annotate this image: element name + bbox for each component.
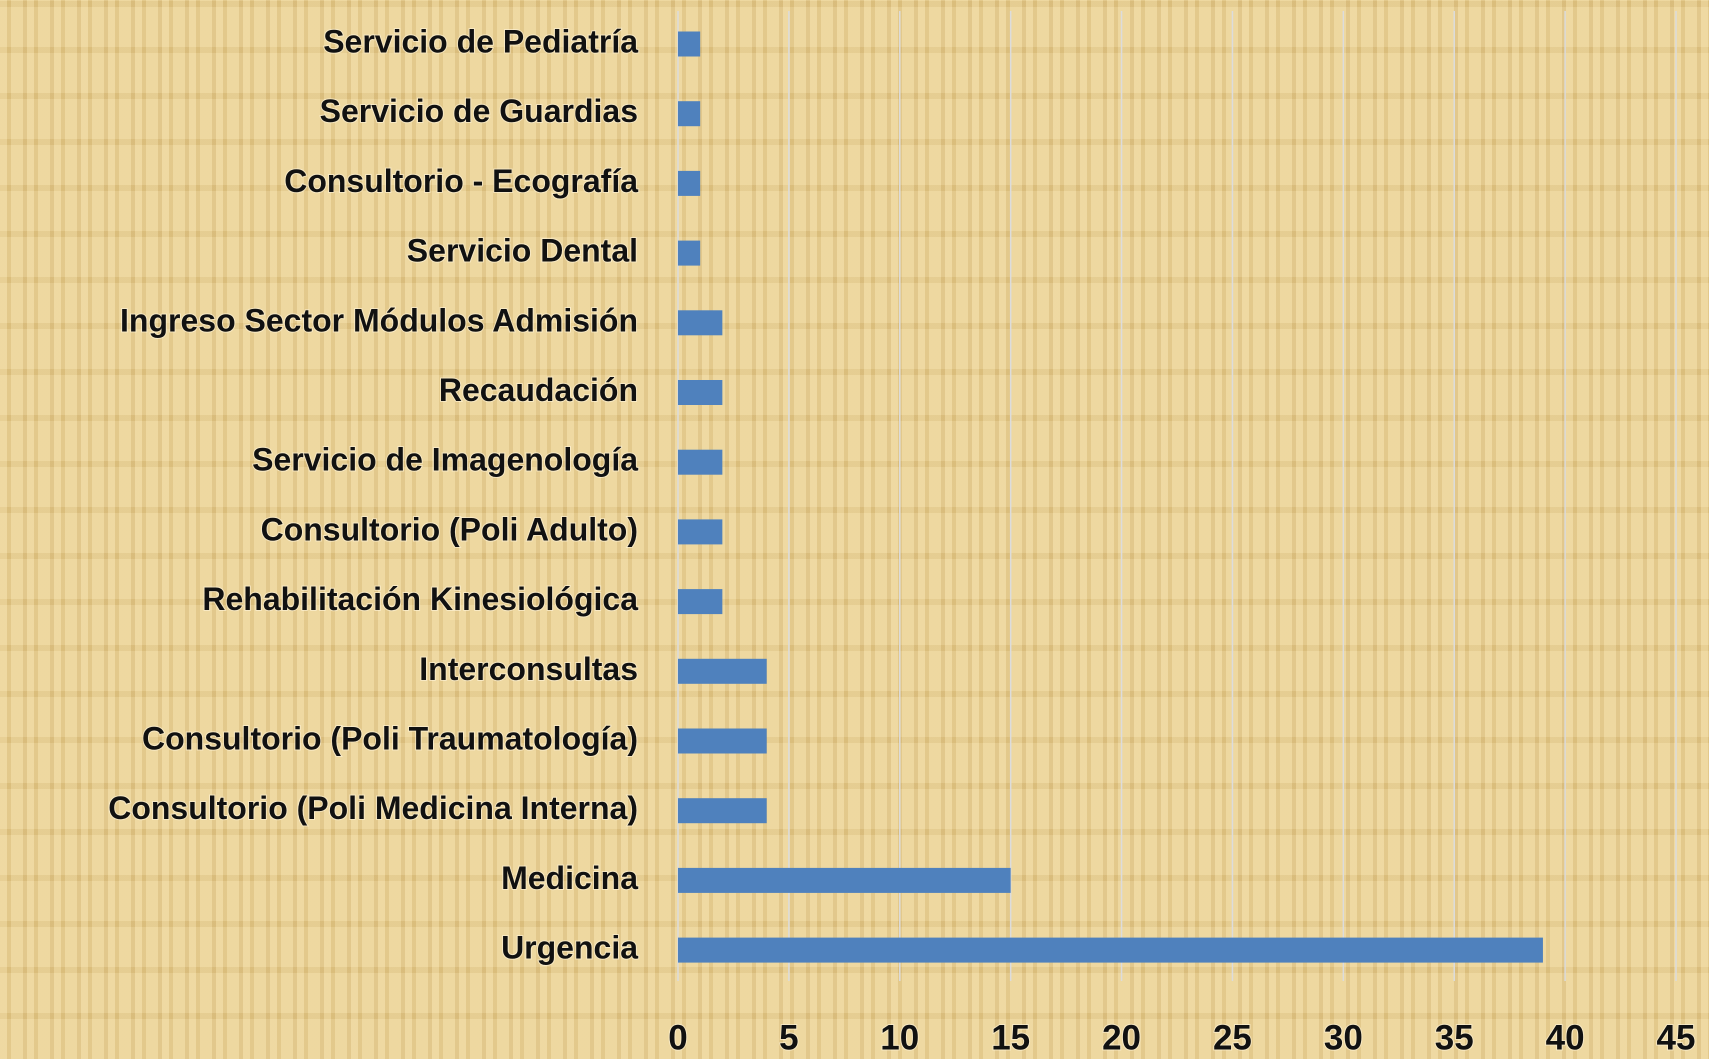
- bar: [678, 449, 723, 475]
- y-tick-label: Recaudación: [439, 372, 638, 408]
- y-tick-label: Medicina: [501, 860, 638, 896]
- y-tick-label: Consultorio (Poli Traumatología): [142, 720, 638, 756]
- x-tick-label: 0: [668, 1018, 687, 1057]
- x-tick-label: 45: [1657, 1018, 1696, 1057]
- bar: [678, 798, 767, 824]
- bar: [678, 170, 701, 196]
- y-tick-label: Ingreso Sector Módulos Admisión: [120, 302, 638, 338]
- bar: [678, 31, 701, 57]
- y-tick-label: Consultorio (Poli Adulto): [261, 511, 638, 547]
- y-tick-label: Interconsultas: [419, 651, 638, 687]
- y-tick-label: Consultorio (Poli Medicina Interna): [108, 790, 638, 826]
- y-tick-label: Urgencia: [501, 930, 638, 966]
- y-tick-label: Servicio de Imagenología: [252, 442, 638, 478]
- bar: [678, 728, 767, 754]
- x-tick-label: 20: [1102, 1018, 1141, 1057]
- x-tick-label: 5: [779, 1018, 798, 1057]
- y-tick-label: Rehabilitación Kinesiológica: [202, 581, 638, 617]
- y-tick-label: Servicio de Guardias: [320, 93, 638, 129]
- bar: [678, 867, 1011, 893]
- bar: [678, 240, 701, 266]
- bar: [678, 101, 701, 127]
- bar: [678, 589, 723, 615]
- x-tick-label: 10: [880, 1018, 919, 1057]
- x-tick-label: 35: [1435, 1018, 1474, 1057]
- x-tick-label: 40: [1546, 1018, 1585, 1057]
- bar: [678, 658, 767, 684]
- bar: [678, 937, 1543, 963]
- y-tick-label: Servicio de Pediatría: [323, 23, 638, 59]
- bar: [678, 380, 723, 405]
- x-tick-label: 25: [1213, 1018, 1252, 1057]
- bar: [678, 310, 723, 336]
- x-tick-label: 15: [991, 1018, 1030, 1057]
- x-tick-label: 30: [1324, 1018, 1363, 1057]
- y-tick-label: Servicio Dental: [407, 233, 638, 269]
- bar: [678, 519, 723, 545]
- y-tick-label: Consultorio - Ecografía: [284, 163, 638, 199]
